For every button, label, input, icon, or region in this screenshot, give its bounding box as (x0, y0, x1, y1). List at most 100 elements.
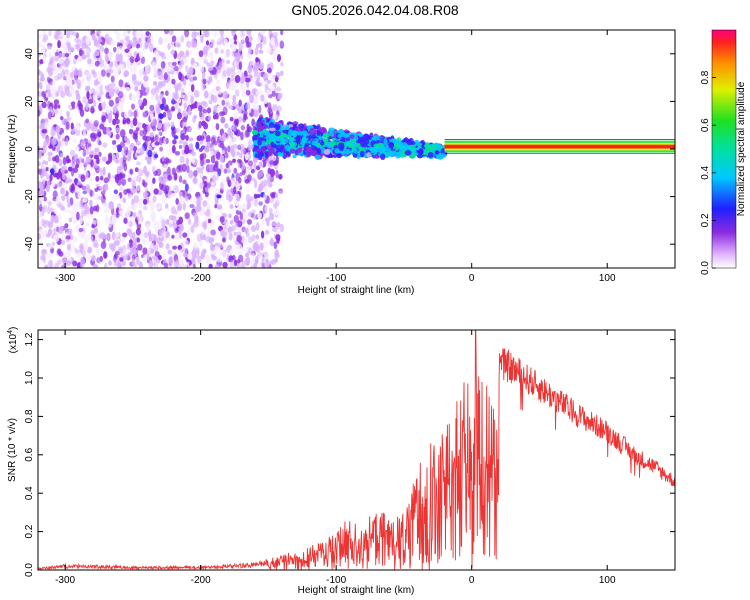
heatmap-cell (94, 60, 100, 67)
heatmap-cell (100, 185, 106, 194)
colorbar (711, 29, 737, 269)
heatmap-cell (208, 163, 214, 172)
heatmap-cell (152, 164, 158, 171)
heatmap-cell (155, 93, 159, 101)
heatmap-cell (223, 168, 228, 174)
snr-ytick-label: 0.0 (24, 563, 35, 577)
heatmap-cell (271, 227, 278, 233)
heatmap-cell (79, 263, 85, 268)
heatmap-cell (337, 142, 345, 148)
heatmap-cell (218, 111, 225, 117)
heatmap-cell (230, 225, 236, 232)
heatmap-cell (177, 98, 182, 104)
heatmap-cell (246, 30, 252, 35)
heatmap-cell (106, 72, 111, 78)
heatmap-cell (112, 118, 117, 126)
heatmap-cell (314, 154, 321, 161)
heatmap-cell (78, 68, 82, 78)
heatmap-cell (94, 147, 100, 153)
snr-ytick-label: 0.2 (24, 524, 35, 538)
heatmap-cell (86, 254, 92, 262)
heatmap-cell (176, 42, 181, 48)
heatmap-cell (209, 150, 214, 157)
heatmap-cell (255, 43, 260, 49)
heatmap-cell (162, 173, 168, 178)
heatmap-cell (60, 152, 64, 158)
heatmap-cell (247, 160, 254, 167)
heatmap-cell (105, 233, 111, 241)
heatmap-cell (38, 181, 42, 186)
heatmap-cell (150, 206, 155, 215)
heatmap-cell (193, 31, 198, 37)
heatmap-cell (198, 105, 203, 112)
heatmap-cell (202, 248, 207, 255)
heatmap-cell (268, 207, 273, 215)
heatmap-cell (267, 102, 272, 110)
heatmap-cell (38, 33, 42, 39)
heatmap-cell (121, 149, 126, 157)
heatmap-cell (142, 98, 148, 107)
heatmap-cell (159, 233, 163, 239)
heatmap-cell (128, 128, 134, 135)
heatmap-cell (266, 67, 272, 73)
heatmap-cell (210, 154, 216, 164)
heatmap-cell (233, 231, 237, 236)
heatmap-cell (67, 243, 71, 251)
heatmap-cell (96, 70, 102, 80)
heatmap-cell (70, 122, 74, 130)
heatmap-cell (264, 99, 268, 104)
heatmap-cell (220, 116, 226, 124)
heatmap-cell (191, 103, 197, 109)
heatmap-cell (162, 252, 167, 260)
heatmap-cell (118, 79, 124, 88)
heatmap-cell (189, 204, 195, 209)
heatmap-cell (82, 96, 87, 104)
heatmap-cell (89, 199, 93, 207)
heatmap-cell (42, 169, 48, 177)
snr-xtick-label: 100 (599, 575, 616, 586)
heatmap-cell (171, 61, 177, 66)
heatmap-cell (162, 179, 166, 186)
heatmap-cell (157, 122, 162, 130)
heatmap-cell (215, 188, 221, 195)
heatmap-cell (45, 137, 51, 146)
heatmap-cell (268, 148, 273, 154)
heatmap-cell (233, 112, 239, 120)
heatmap-cell (254, 255, 259, 265)
heatmap-cell (133, 195, 140, 204)
heatmap-cell (214, 264, 220, 268)
heatmap-cell (172, 139, 177, 145)
heatmap-cell (199, 65, 205, 72)
heatmap-cell (103, 234, 108, 240)
heatmap-cell (61, 132, 66, 141)
heatmap-cell (274, 193, 279, 199)
heatmap-cell (344, 148, 351, 155)
heatmap-cell (82, 190, 88, 195)
heatmap-cell (132, 117, 138, 127)
heatmap-cell (247, 211, 253, 217)
heatmap-cell (185, 65, 189, 72)
heatmap-cell (111, 231, 116, 241)
heatmap-cell (161, 230, 167, 237)
heatmap-cell (132, 242, 138, 247)
heatmap-cell (85, 149, 89, 156)
heatmap-cell (90, 159, 94, 168)
heatmap-cell (104, 47, 109, 55)
heatmap-cell (188, 127, 192, 132)
heatmap-cell (231, 30, 236, 37)
snr-xlabel: Height of straight line (km) (298, 585, 415, 596)
heatmap-cell (265, 89, 271, 96)
heatmap-cell (210, 136, 216, 145)
heatmap-cell (57, 259, 62, 265)
heatmap-cell (337, 152, 342, 158)
heatmap-cell (38, 150, 42, 160)
heatmap-cell (170, 106, 176, 112)
heatmap-cell (211, 39, 215, 45)
heatmap-cell (43, 220, 50, 225)
heatmap-cell (180, 35, 185, 43)
heatmap-cell (380, 153, 386, 161)
heatmap-cell (322, 132, 329, 139)
heatmap-cell (72, 209, 77, 216)
heatmap-cell (221, 237, 226, 243)
heatmap-cell (51, 80, 56, 88)
